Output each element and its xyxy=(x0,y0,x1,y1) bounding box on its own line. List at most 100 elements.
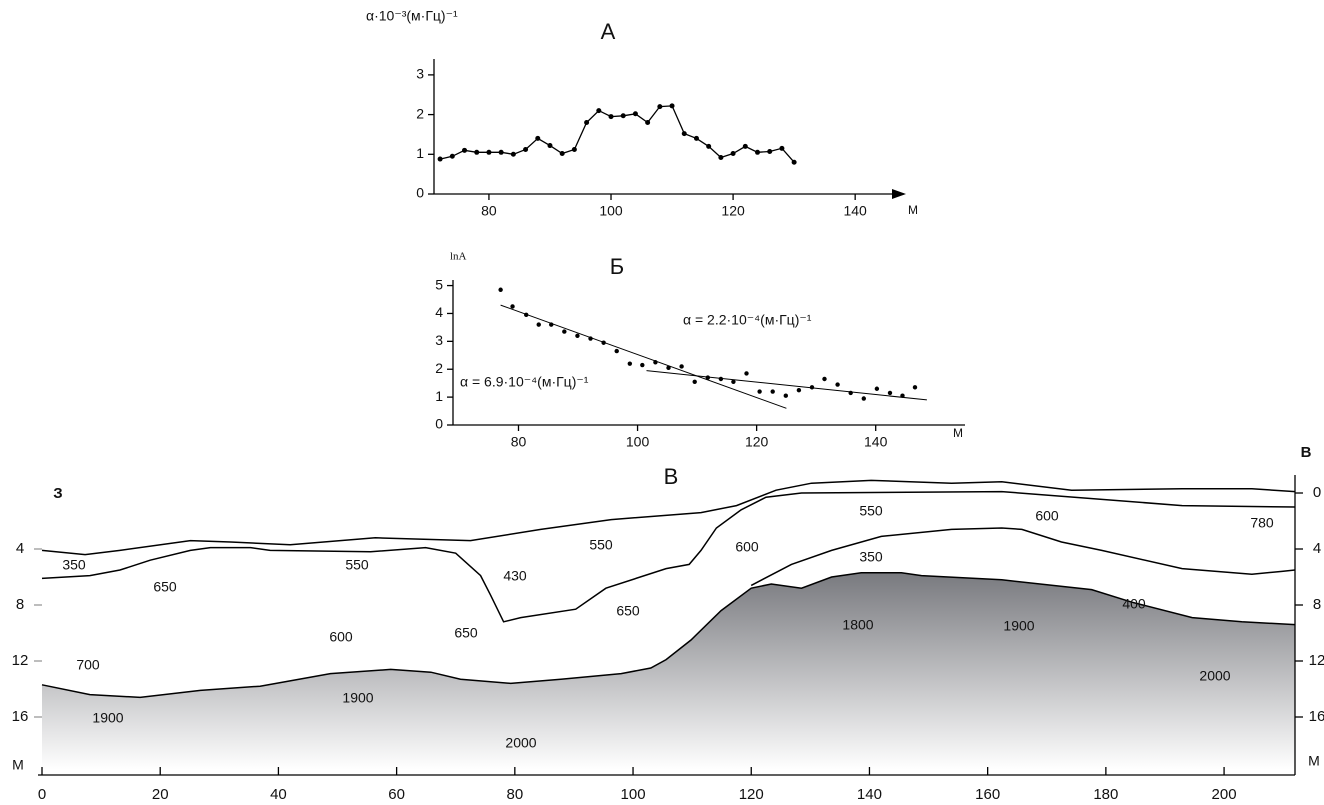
x-tick-label: 120 xyxy=(721,203,745,219)
data-point xyxy=(770,389,775,394)
x-tick-label: 100 xyxy=(621,786,646,803)
y-tick-label: 0 xyxy=(435,416,443,432)
velocity-label: 650 xyxy=(616,603,640,619)
y-tick-label: 4 xyxy=(16,540,24,557)
right-direction: В xyxy=(1301,444,1312,461)
data-point xyxy=(861,396,866,401)
y-tick-label: 12 xyxy=(1309,652,1324,669)
layer-boundary xyxy=(41,572,1296,699)
velocity-label: 600 xyxy=(329,629,353,645)
data-point xyxy=(657,104,663,110)
data-point xyxy=(614,348,619,354)
data-point xyxy=(536,322,541,327)
layer-boundary xyxy=(750,527,1296,587)
y-tick-label: 8 xyxy=(1313,596,1321,613)
y-tick-label: 3 xyxy=(435,332,443,348)
data-point xyxy=(779,145,785,151)
velocity-label: 550 xyxy=(859,503,883,519)
y-axis-label: α·10⁻³(м·Гц)⁻¹ xyxy=(366,8,458,24)
x-tick-label: 140 xyxy=(857,786,882,803)
y-tick-label: 1 xyxy=(416,145,424,161)
data-point xyxy=(692,379,697,384)
data-point xyxy=(681,131,687,137)
layer-boundary xyxy=(41,490,1296,623)
velocity-label: 1900 xyxy=(1003,618,1034,634)
data-point xyxy=(486,149,492,155)
data-point xyxy=(706,143,712,149)
data-point xyxy=(767,149,773,155)
velocity-label: 780 xyxy=(1250,515,1274,531)
y-tick-label: 2 xyxy=(435,360,443,376)
data-point xyxy=(730,151,736,156)
x-tick-label: 40 xyxy=(270,786,287,803)
annotation: α = 2.2·10⁻⁴(м·Гц)⁻¹ xyxy=(683,312,812,328)
y-tick-label: 8 xyxy=(16,596,24,613)
x-tick-label: 160 xyxy=(975,786,1000,803)
data-point xyxy=(547,143,553,149)
data-point xyxy=(783,393,788,398)
y-tick-label: 4 xyxy=(435,304,443,320)
x-unit: М xyxy=(908,203,918,217)
data-point xyxy=(596,108,602,114)
x-tick-label: 120 xyxy=(739,786,764,803)
data-point xyxy=(693,135,699,141)
x-tick-label: 120 xyxy=(745,434,769,450)
fit-line xyxy=(500,304,787,409)
y-tick-label: 5 xyxy=(435,276,443,292)
chart-title: В xyxy=(664,464,679,489)
x-tick-label: 20 xyxy=(152,786,169,803)
data-point xyxy=(645,120,651,126)
x-tick-label: 100 xyxy=(599,203,623,219)
y-tick-label: 16 xyxy=(1309,708,1324,725)
velocity-label: 1900 xyxy=(342,690,373,706)
velocity-label: 550 xyxy=(589,537,613,553)
data-point xyxy=(669,103,675,109)
data-point xyxy=(620,113,626,119)
layer-boundary xyxy=(41,479,1296,556)
x-tick-label: 80 xyxy=(506,786,523,803)
x-tick-label: 180 xyxy=(1093,786,1118,803)
y-tick-label: 12 xyxy=(12,652,29,669)
data-point xyxy=(679,364,684,369)
data-point xyxy=(571,147,577,153)
data-point xyxy=(627,361,633,366)
data-point xyxy=(791,159,797,165)
data-point xyxy=(874,386,880,391)
data-point xyxy=(498,287,503,292)
left-direction: З xyxy=(53,485,62,502)
x-tick-label: 200 xyxy=(1212,786,1237,803)
y-tick-label: 0 xyxy=(1313,484,1321,501)
velocity-label: 600 xyxy=(735,539,759,555)
data-point xyxy=(718,154,724,160)
data-point xyxy=(796,387,802,393)
velocity-label: 650 xyxy=(153,579,177,595)
data-line xyxy=(439,105,795,163)
velocity-label: 1900 xyxy=(92,710,123,726)
data-point xyxy=(474,149,480,155)
y-tick-label: 4 xyxy=(1313,540,1321,557)
depth-unit: М xyxy=(12,757,24,773)
y-tick-label: 3 xyxy=(416,66,424,82)
annotation: α = 6.9·10⁻⁴(м·Гц)⁻¹ xyxy=(460,374,589,390)
fit-line xyxy=(646,370,927,401)
velocity-label: 1800 xyxy=(842,617,873,633)
y-tick-label: 16 xyxy=(12,708,29,725)
data-point xyxy=(510,151,516,157)
data-point xyxy=(757,389,762,394)
data-point xyxy=(535,135,541,141)
y-axis-label: lnA xyxy=(450,251,467,263)
data-point xyxy=(742,143,748,149)
y-tick-label: 2 xyxy=(416,105,424,121)
x-tick-label: 80 xyxy=(481,203,497,219)
data-point xyxy=(437,156,443,162)
data-point xyxy=(562,329,567,334)
data-point xyxy=(584,120,590,126)
data-point xyxy=(666,365,671,371)
data-point xyxy=(632,111,638,117)
velocity-label: 350 xyxy=(62,557,86,573)
data-point xyxy=(835,382,840,387)
data-point xyxy=(449,153,455,159)
velocity-label: 430 xyxy=(503,568,527,584)
data-point xyxy=(523,147,529,153)
